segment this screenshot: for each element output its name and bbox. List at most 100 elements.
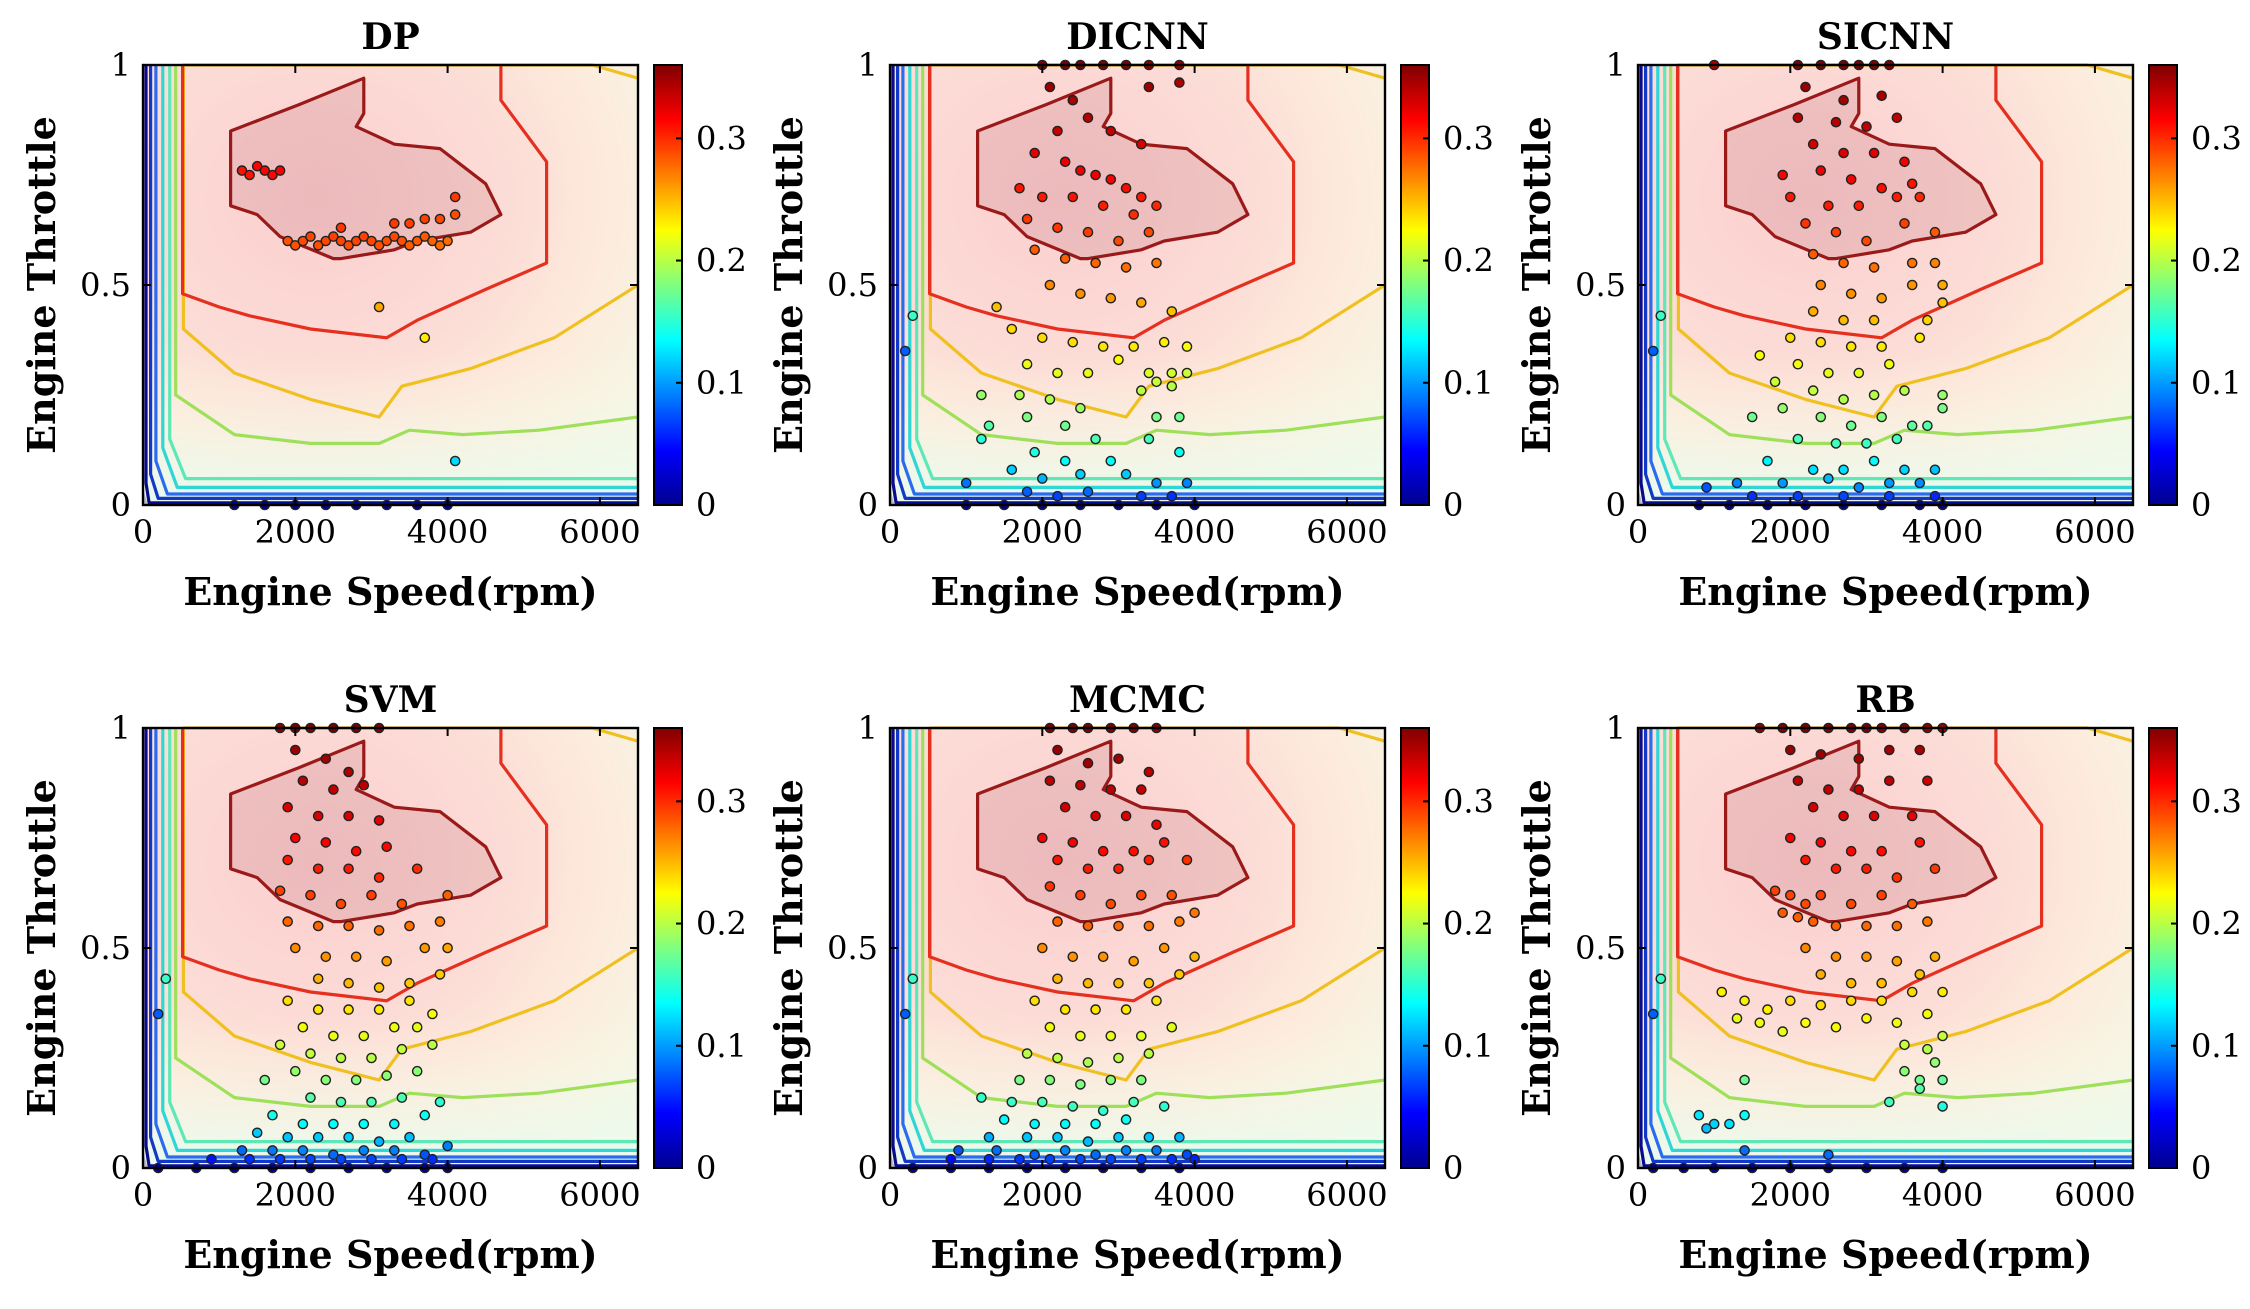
colorbar-tick-label: 0 (1443, 486, 1463, 524)
y-tick-label: 1 (1606, 46, 1626, 84)
data-point (1113, 354, 1124, 366)
data-point (1906, 279, 1918, 291)
data-point (1097, 200, 1109, 212)
y-axis-label: Engine Throttle (1514, 779, 1559, 1117)
data-point (1067, 951, 1079, 963)
contour-blue2 (901, 65, 1385, 496)
data-point (1052, 744, 1063, 756)
data-point (1815, 336, 1827, 348)
data-point (1655, 973, 1667, 985)
data-point (312, 810, 324, 822)
data-point (991, 1145, 1002, 1156)
data-point (1082, 757, 1094, 769)
data-point (1899, 464, 1910, 476)
data-point (1090, 257, 1101, 269)
contour-blue2 (901, 728, 1385, 1159)
data-point (1762, 1004, 1773, 1015)
data-point (1113, 1052, 1124, 1064)
panel-dicnn: 0 2000 4000 6000 0 0.5 1 DICNN Engine Speed(rpm)… (766, 16, 1494, 614)
x-tick-label: 6000 (2054, 1176, 2135, 1214)
data-point (1090, 1149, 1101, 1161)
x-tick-label: 0 (133, 1176, 153, 1214)
data-point (1838, 257, 1849, 269)
y-axis-label: Engine Throttle (19, 116, 64, 454)
data-point (259, 1074, 271, 1086)
data-point (320, 837, 332, 848)
x-tick-label: 0 (880, 513, 900, 551)
data-point (282, 916, 294, 927)
data-point (1891, 1017, 1903, 1029)
data-point (305, 889, 316, 901)
contour-lightgreen (921, 728, 1386, 1109)
data-point (1906, 178, 1918, 190)
scatter-points (1647, 59, 1948, 511)
scatter-points (899, 722, 1200, 1174)
data-point (289, 240, 301, 251)
data-point (1082, 1136, 1094, 1147)
data-point (1922, 916, 1933, 927)
contour-cyan (1656, 65, 2133, 489)
data-point (1059, 156, 1071, 168)
colorbar-tick-label: 0 (1443, 1149, 1463, 1187)
colorbar-tick-label: 0.2 (1443, 242, 1494, 280)
data-point (236, 1145, 248, 1156)
contour-lightgreen (1669, 728, 2134, 1109)
data-point (1128, 845, 1139, 857)
data-point (1181, 1149, 1193, 1161)
data-point (152, 1008, 164, 1020)
data-point (396, 1153, 408, 1165)
y-tick-label: 1 (858, 709, 878, 747)
data-point (289, 1065, 301, 1077)
data-point (1838, 810, 1849, 822)
data-point (1845, 845, 1857, 857)
data-point (1868, 262, 1880, 273)
colorbar-gradient (653, 727, 683, 1169)
data-point (1830, 951, 1842, 963)
data-point (1029, 446, 1040, 458)
data-point (1136, 1153, 1147, 1165)
data-point (1158, 1101, 1170, 1112)
data-point (907, 310, 919, 322)
data-point (335, 1096, 347, 1108)
y-tick-label: 0.5 (827, 266, 878, 304)
data-point (289, 942, 301, 954)
data-point (1090, 1004, 1101, 1015)
data-point (1830, 920, 1842, 932)
contour-navy (1639, 65, 2133, 505)
data-point (1067, 336, 1079, 348)
y-axis-label: Engine Throttle (1514, 116, 1559, 454)
data-point (289, 744, 301, 756)
data-point (1151, 1145, 1162, 1156)
x-tick-label: 4000 (407, 513, 488, 551)
data-point (1769, 376, 1781, 388)
data-point (1174, 969, 1185, 980)
data-point (1136, 297, 1147, 308)
data-point (1044, 394, 1056, 405)
y-tick-label: 1 (858, 46, 878, 84)
data-point (411, 1065, 423, 1077)
data-point (1762, 455, 1773, 467)
data-point (1120, 182, 1132, 194)
scatter-points (1647, 722, 1948, 1174)
data-point (404, 995, 415, 1007)
contour-blue2 (154, 65, 638, 496)
data-point (1853, 784, 1865, 795)
data-point (1151, 477, 1162, 489)
x-axis-label: Engine Speed(rpm) (930, 569, 1344, 614)
data-point (1136, 385, 1147, 396)
data-point (1906, 986, 1918, 998)
colorbar-tick-label: 0.3 (2191, 119, 2242, 157)
data-point (1044, 1074, 1056, 1086)
data-point (373, 815, 385, 826)
data-point (1174, 446, 1185, 458)
colorbar-tick-label: 0.3 (1443, 782, 1494, 820)
data-point (434, 213, 446, 225)
contour-outer (927, 728, 1296, 1003)
data-point (312, 920, 324, 932)
data-point (899, 345, 911, 357)
data-point (1891, 112, 1903, 124)
data-point (1113, 235, 1124, 247)
data-point (267, 169, 278, 181)
data-point (1166, 380, 1178, 392)
data-point (1929, 464, 1941, 476)
